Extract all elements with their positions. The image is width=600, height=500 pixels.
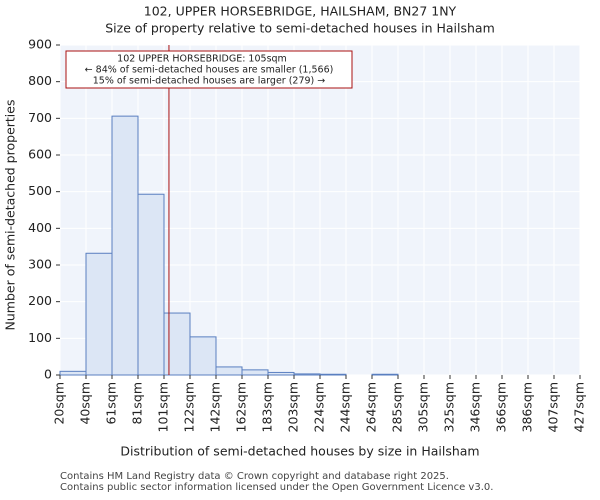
y-tick-label-200: 200	[28, 293, 52, 308]
x-tick-label-81sqm: 81sqm	[130, 382, 145, 425]
y-tick-label-800: 800	[28, 73, 52, 88]
chart-title-line2: Size of property relative to semi-detach…	[105, 21, 495, 36]
y-axis-ticks: 0 100 200 300 400 500 600 700 800 900	[28, 37, 60, 382]
y-tick-label-700: 700	[28, 110, 52, 125]
footer-line2: Contains public sector information licen…	[60, 482, 493, 493]
x-tick-label-244sqm: 244sqm	[338, 382, 353, 432]
x-tick-label-325sqm: 325sqm	[442, 382, 457, 432]
bar-122sqm	[189, 336, 217, 376]
chart-title-line1: 102, UPPER HORSEBRIDGE, HAILSHAM, BN27 1…	[144, 4, 457, 19]
annotation-line2: ← 84% of semi-detached houses are smalle…	[85, 65, 334, 76]
x-tick-label-101sqm: 101sqm	[156, 382, 171, 432]
y-tick-label-100: 100	[28, 330, 52, 345]
y-tick-label-300: 300	[28, 257, 52, 272]
x-tick-label-203sqm: 203sqm	[286, 382, 301, 432]
x-tick-label-427sqm: 427sqm	[572, 382, 587, 432]
bar-101sqm	[163, 312, 191, 376]
annotation-line3: 15% of semi-detached houses are larger (…	[93, 76, 326, 87]
bar-162sqm	[241, 369, 269, 376]
bar-183sqm	[267, 371, 295, 376]
annotation-line1: 102 UPPER HORSEBRIDGE: 105sqm	[117, 54, 287, 65]
bar-61sqm	[111, 115, 139, 376]
bar-203sqm	[293, 373, 321, 376]
bars	[59, 115, 399, 376]
x-tick-label-407sqm: 407sqm	[546, 382, 561, 432]
annotation-border	[65, 50, 353, 89]
y-tick-label-400: 400	[28, 220, 52, 235]
x-tick-label-122sqm: 122sqm	[182, 382, 197, 432]
y-tick-label-500: 500	[28, 183, 52, 198]
annotation-box: 102 UPPER HORSEBRIDGE: 105sqm ← 84% of s…	[65, 50, 353, 89]
footer-line1: Contains HM Land Registry data © Crown c…	[60, 471, 449, 482]
bar-264sqm	[371, 373, 399, 376]
x-tick-label-346sqm: 346sqm	[468, 382, 483, 432]
bar-40sqm	[85, 252, 113, 376]
x-axis-ticks: 20sqm 40sqm 61sqm 81sqm 101sqm 122sqm 142sqm 16…	[52, 375, 587, 432]
bar-81sqm	[137, 193, 165, 376]
y-tick-label-600: 600	[28, 147, 52, 162]
x-tick-label-305sqm: 305sqm	[416, 382, 431, 432]
x-tick-label-162sqm: 162sqm	[234, 382, 249, 432]
bar-20sqm	[59, 370, 87, 376]
x-tick-label-224sqm: 224sqm	[312, 382, 327, 432]
bar-224sqm	[319, 373, 347, 376]
x-tick-label-20sqm: 20sqm	[52, 382, 67, 425]
x-tick-label-61sqm: 61sqm	[104, 382, 119, 425]
y-tick-label-0: 0	[44, 367, 52, 382]
x-tick-label-285sqm: 285sqm	[390, 382, 405, 432]
x-tick-label-40sqm: 40sqm	[78, 382, 93, 425]
bar-142sqm	[215, 366, 243, 376]
x-tick-label-264sqm: 264sqm	[364, 382, 379, 432]
x-tick-label-142sqm: 142sqm	[208, 382, 223, 432]
x-tick-label-183sqm: 183sqm	[260, 382, 275, 432]
y-axis-label: Number of semi-detached properties	[3, 100, 18, 331]
y-tick-label-900: 900	[28, 37, 52, 52]
x-axis-label: Distribution of semi-detached houses by …	[120, 444, 479, 459]
x-tick-label-366sqm: 366sqm	[494, 382, 509, 432]
x-tick-label-386sqm: 386sqm	[520, 382, 535, 432]
